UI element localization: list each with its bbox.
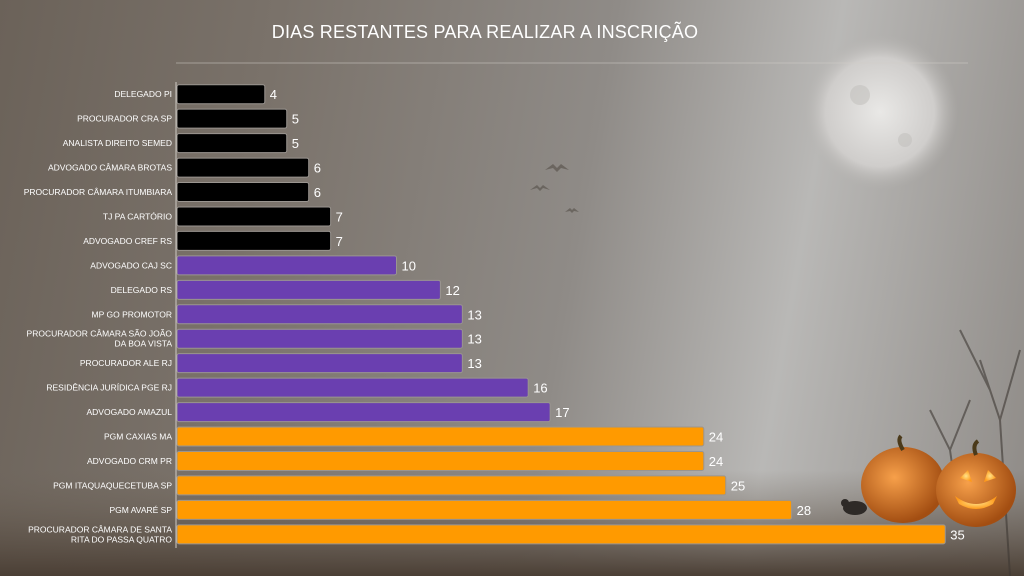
category-label: ADVOGADO CREF RS xyxy=(83,236,172,246)
category-label: PROCURADOR CÂMARA ITUMBIARA xyxy=(24,187,173,197)
category-label: ADVOGADO AMAZUL xyxy=(87,407,173,417)
bar xyxy=(176,182,310,203)
bar xyxy=(176,108,288,129)
category-label: PGM AVARÉ SP xyxy=(109,505,172,515)
category-label: PROCURADOR CÂMARA SÃO JOÃO DA BOA VISTA xyxy=(27,329,173,349)
category-label: PGM ITAQUAQUECETUBA SP xyxy=(53,480,172,490)
category-label: DELEGADO PI xyxy=(114,89,172,99)
category-label: TJ PA CARTÓRIO xyxy=(103,211,173,221)
data-label: 25 xyxy=(731,478,745,493)
category-label: ADVOGADO CRM PR xyxy=(87,456,172,466)
category-label: RESIDÊNCIA JURÍDICA PGE RJ xyxy=(46,383,172,393)
data-label: 6 xyxy=(314,161,321,176)
data-label: 4 xyxy=(270,87,277,102)
bar xyxy=(176,353,463,374)
moon-icon xyxy=(802,34,958,190)
bar xyxy=(176,499,793,520)
bar xyxy=(176,426,705,447)
crow-icon xyxy=(841,499,867,515)
bar xyxy=(176,450,705,471)
category-label: PGM CAXIAS MA xyxy=(104,432,172,442)
data-label: 35 xyxy=(950,527,964,542)
data-label: 7 xyxy=(336,209,343,224)
bar xyxy=(176,328,463,349)
bar xyxy=(176,255,397,276)
data-label: 12 xyxy=(445,283,459,298)
bar xyxy=(176,377,529,398)
bar xyxy=(176,133,288,154)
data-label: 28 xyxy=(797,503,811,518)
data-label: 16 xyxy=(533,381,547,396)
category-label: ANALISTA DIREITO SEMED xyxy=(63,138,172,148)
data-label: 17 xyxy=(555,405,569,420)
bar xyxy=(176,230,332,251)
bat-icon xyxy=(530,164,579,213)
bar xyxy=(176,402,551,423)
category-label: PROCURADOR CÂMARA DE SANTA RITA DO PASSA … xyxy=(28,524,172,544)
category-label: ADVOGADO CAJ SC xyxy=(90,260,172,270)
category-label: MP GO PROMOTOR xyxy=(92,309,172,319)
jack-o-lantern-icon xyxy=(936,439,1016,527)
bar xyxy=(176,304,463,325)
category-label: PROCURADOR ALE RJ xyxy=(80,358,172,368)
data-label: 24 xyxy=(709,430,723,445)
bar xyxy=(176,206,332,227)
bar xyxy=(176,279,441,300)
bar xyxy=(176,157,310,178)
bar xyxy=(176,84,266,105)
data-label: 13 xyxy=(467,332,481,347)
pumpkin-icon xyxy=(861,434,945,523)
data-label: 13 xyxy=(467,356,481,371)
data-label: 7 xyxy=(336,234,343,249)
category-label: PROCURADOR CRA SP xyxy=(77,114,172,124)
bar xyxy=(176,524,946,545)
tree-branches-icon xyxy=(929,329,1021,576)
data-label: 6 xyxy=(314,185,321,200)
data-label: 5 xyxy=(292,136,299,151)
category-label: ADVOGADO CÂMARA BROTAS xyxy=(48,163,172,173)
data-label: 10 xyxy=(402,258,416,273)
data-label: 24 xyxy=(709,454,723,469)
chart-title: DIAS RESTANTES PARA REALIZAR A INSCRIÇÃO xyxy=(271,22,699,42)
bar xyxy=(176,475,727,496)
data-label: 13 xyxy=(467,307,481,322)
data-label: 5 xyxy=(292,112,299,127)
category-label: DELEGADO RS xyxy=(111,285,173,295)
